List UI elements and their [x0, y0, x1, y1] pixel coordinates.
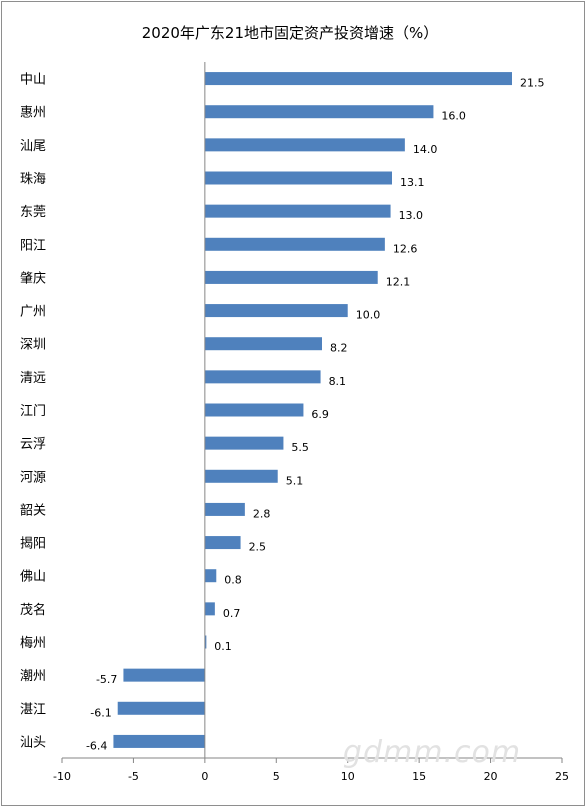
x-tick-label: 0: [201, 770, 208, 783]
category-label: 汕尾: [20, 139, 46, 154]
category-label: 韶关: [20, 502, 46, 518]
category-label: 汕头: [20, 735, 46, 750]
bar: [204, 171, 392, 185]
data-label: 5.5: [291, 441, 309, 454]
data-label: -6.4: [86, 739, 107, 752]
x-tick-label: 5: [273, 770, 280, 783]
data-label: 0.8: [224, 574, 242, 587]
bar: [204, 469, 278, 483]
bar: [204, 337, 322, 351]
category-label: 湛江: [20, 702, 46, 717]
x-tick-label: 10: [341, 770, 355, 783]
bar: [204, 204, 391, 218]
category-label: 河源: [20, 470, 46, 485]
bars-layer: 中山 21.5 惠州 16.0 汕尾 14.0 珠海 13.1 东莞 13.0 阳江 12.6 肇庆 12…: [20, 72, 545, 752]
data-label: 6.9: [311, 408, 329, 421]
bar: [123, 668, 205, 682]
category-label: 东莞: [20, 205, 46, 220]
category-label: 阳江: [20, 238, 46, 253]
bar: [204, 370, 321, 384]
watermark-text: gdmm.com: [343, 735, 521, 770]
bar: [204, 602, 215, 616]
bar: [117, 701, 205, 715]
category-label: 梅州: [20, 636, 46, 651]
data-label: 12.1: [386, 275, 411, 288]
data-label: -5.7: [96, 673, 117, 686]
data-label: 13.1: [400, 176, 425, 189]
x-tick-label: 15: [412, 770, 426, 783]
bar: [204, 138, 405, 152]
data-label: 12.6: [393, 242, 418, 255]
bar: [204, 436, 284, 450]
category-label: 潮州: [20, 669, 46, 684]
data-label: 0.7: [223, 607, 241, 620]
x-tick-label: 20: [484, 770, 498, 783]
x-tick-label: -5: [128, 770, 139, 783]
x-tick-label: 25: [555, 770, 569, 783]
data-label: 2.5: [249, 541, 266, 554]
data-label: 21.5: [520, 77, 545, 90]
bar: [204, 635, 207, 649]
data-label: 8.2: [330, 342, 348, 355]
category-label: 肇庆: [20, 271, 46, 286]
category-label: 江门: [20, 404, 46, 419]
data-label: 13.0: [399, 209, 424, 222]
bar: [204, 569, 217, 583]
category-label: 惠州: [20, 106, 46, 121]
axis-layer: -10 -5 0 5 10 15 20 25: [53, 62, 569, 783]
category-label: 云浮: [20, 437, 46, 452]
chart-title: 2020年广东21地市固定资产投资增速（%）: [142, 24, 439, 42]
data-label: 0.1: [214, 640, 232, 653]
category-label: 佛山: [20, 570, 46, 585]
x-tick-label: -10: [53, 770, 71, 783]
data-label: 14.0: [413, 143, 438, 156]
bar: [204, 270, 378, 284]
data-label: -6.1: [90, 706, 111, 719]
category-label: 茂名: [20, 602, 46, 618]
category-label: 中山: [20, 73, 46, 88]
data-label: 5.1: [286, 474, 304, 487]
category-label: 深圳: [20, 338, 46, 353]
bar: [204, 237, 385, 251]
data-label: 10.0: [356, 309, 381, 322]
category-label: 揭阳: [20, 537, 46, 552]
data-label: 16.0: [441, 110, 466, 123]
bar: [204, 536, 241, 550]
category-label: 珠海: [20, 172, 46, 187]
bar: [204, 502, 245, 516]
bar: [204, 105, 434, 119]
category-label: 清远: [20, 371, 46, 386]
data-label: 8.1: [329, 375, 347, 388]
bar: [204, 403, 304, 417]
bar: [204, 72, 512, 86]
bar: [204, 304, 348, 318]
category-label: 广州: [20, 305, 46, 320]
data-label: 2.8: [253, 507, 271, 520]
bar: [113, 734, 205, 748]
